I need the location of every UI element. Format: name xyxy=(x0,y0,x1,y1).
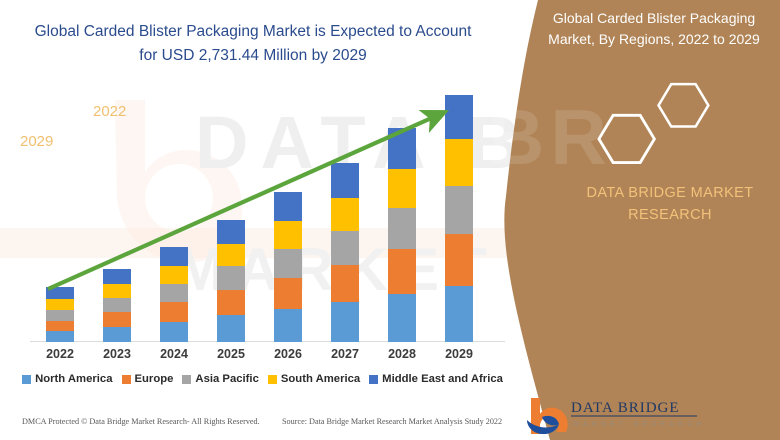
panel-background-shape xyxy=(504,0,780,440)
bar-segment xyxy=(445,138,473,186)
bar-segment xyxy=(331,302,359,342)
legend-swatch xyxy=(267,374,277,384)
logo-name-line1: DATA BRIDGE xyxy=(571,400,680,416)
bar-segment xyxy=(46,331,74,342)
bar-2029[interactable] xyxy=(445,95,473,342)
hexagon-2022-shape xyxy=(657,82,710,128)
chart-plot-area xyxy=(30,95,500,342)
bar-2025[interactable] xyxy=(217,220,245,342)
bar-segment xyxy=(388,168,416,209)
x-tick-2026: 2026 xyxy=(274,347,302,361)
bar-segment xyxy=(217,220,245,244)
bar-segment xyxy=(274,308,302,342)
bar-segment xyxy=(46,320,74,332)
bar-segment xyxy=(103,312,131,328)
legend-item[interactable]: South America xyxy=(267,373,361,385)
footer-dmca-notice: DMCA Protected © Data Bridge Market Rese… xyxy=(22,417,260,426)
x-tick-2022: 2022 xyxy=(46,347,74,361)
bar-segment xyxy=(445,95,473,139)
bar-2024[interactable] xyxy=(160,246,188,342)
legend-swatch xyxy=(121,374,131,384)
x-axis-tick-labels: 2022 2023 2024 2025 2026 2027 2028 2029 xyxy=(0,347,520,367)
legend-item[interactable]: Middle East and Africa xyxy=(369,373,503,385)
panel-title: Global Carded Blister Packaging Market, … xyxy=(535,8,773,50)
x-tick-2023: 2023 xyxy=(103,347,131,361)
bar-segment xyxy=(331,163,359,198)
legend-item[interactable]: Europe xyxy=(121,373,174,385)
bar-segment xyxy=(388,248,416,294)
chart-baseline xyxy=(30,341,505,342)
bar-segment xyxy=(103,298,131,313)
footer-source-note: Source: Data Bridge Market Research Mark… xyxy=(282,417,503,426)
legend-label: South America xyxy=(280,373,361,385)
x-tick-2028: 2028 xyxy=(388,347,416,361)
bar-segment xyxy=(160,266,188,285)
x-tick-2027: 2027 xyxy=(331,347,359,361)
bar-segment xyxy=(274,248,302,278)
bar-segment xyxy=(331,230,359,265)
bar-2027[interactable] xyxy=(331,163,359,342)
page-title-line1: Global Carded Blister Packaging Market i… xyxy=(34,23,472,40)
hexagon-2029-label: 2029 xyxy=(20,133,54,150)
bar-segment xyxy=(217,266,245,290)
bar-segment xyxy=(103,284,131,299)
hexagon-badges xyxy=(597,82,710,164)
legend-swatch xyxy=(22,374,32,384)
bar-segment xyxy=(103,269,131,285)
legend-swatch xyxy=(182,374,192,384)
x-tick-2024: 2024 xyxy=(160,347,188,361)
panel-brand-name: DATA BRIDGE MARKET RESEARCH xyxy=(570,182,770,227)
bar-segment xyxy=(274,221,302,249)
data-bridge-logo: DATA BRIDGE MARKET RESEARCH xyxy=(527,398,705,434)
x-tick-2025: 2025 xyxy=(217,347,245,361)
legend-label: Middle East and Africa xyxy=(382,373,503,385)
bar-segment xyxy=(217,289,245,316)
page-title: Global Carded Blister Packaging Market i… xyxy=(18,20,488,68)
bar-2028[interactable] xyxy=(388,128,416,342)
logo-name-line2: MARKET RESEARCH xyxy=(573,421,705,428)
panel-title-line1: Global Carded Blister Packaging xyxy=(552,10,756,26)
hexagon-2029-shape xyxy=(597,113,657,164)
bar-segment xyxy=(445,286,473,342)
bar-segment xyxy=(331,197,359,231)
legend-swatch xyxy=(369,374,379,384)
page-title-line2: for USD 2,731.44 Million by 2029 xyxy=(139,47,367,65)
x-tick-2029: 2029 xyxy=(445,347,473,361)
bar-segment xyxy=(331,264,359,303)
bar-segment xyxy=(217,243,245,267)
bar-segment xyxy=(445,233,473,287)
panel-brand-line2: RESEARCH xyxy=(628,207,712,224)
logo-mark-icon xyxy=(527,398,568,434)
bar-segment xyxy=(274,192,302,222)
chart-legend: North America Europe Asia Pacific South Ame… xyxy=(10,373,515,385)
bar-segment xyxy=(388,128,416,169)
bar-segment xyxy=(160,246,188,267)
panel-brand-line1: DATA BRIDGE MARKET xyxy=(586,185,754,201)
bar-segment xyxy=(445,185,473,234)
legend-label: Europe xyxy=(134,373,174,385)
bar-segment xyxy=(46,309,74,321)
hexagon-2022-label: 2022 xyxy=(93,103,127,120)
bar-segment xyxy=(217,315,245,342)
bar-segment xyxy=(46,299,74,310)
bar-2023[interactable] xyxy=(103,269,131,342)
bar-segment xyxy=(388,293,416,342)
legend-item[interactable]: North America xyxy=(22,373,113,385)
bar-segment xyxy=(274,277,302,309)
bar-segment xyxy=(388,208,416,249)
panel-title-line2: Market, By Regions, 2022 to 2029 xyxy=(548,31,760,47)
stacked-bar-chart: 2022 2023 2024 2025 2026 2027 2028 2029 xyxy=(0,95,520,367)
legend-label: Asia Pacific xyxy=(195,373,259,385)
right-side-panel xyxy=(480,0,780,440)
legend-label: North America xyxy=(35,373,113,385)
bar-segment xyxy=(46,287,74,300)
bar-2026[interactable] xyxy=(274,192,302,342)
bar-2022[interactable] xyxy=(46,287,74,342)
bar-segment xyxy=(160,321,188,342)
bar-segment xyxy=(160,284,188,303)
bar-segment xyxy=(160,302,188,322)
bar-segment xyxy=(103,327,131,342)
legend-item[interactable]: Asia Pacific xyxy=(182,373,259,385)
